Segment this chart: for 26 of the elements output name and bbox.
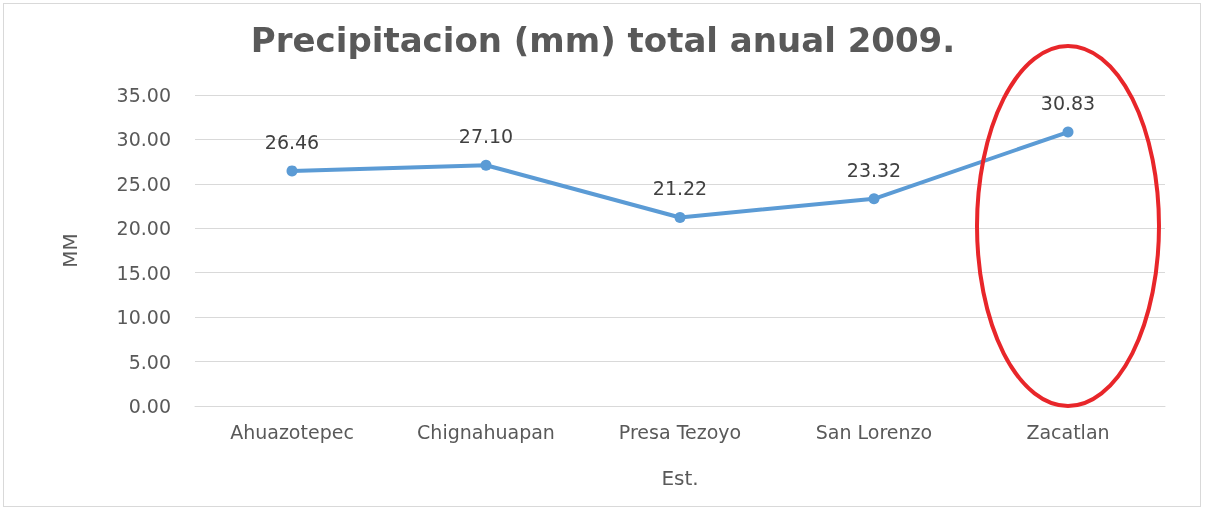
y-tick-label: 20.00 bbox=[116, 217, 171, 240]
y-tick-label: 0.00 bbox=[128, 395, 171, 417]
data-label: 21.22 bbox=[652, 177, 708, 200]
point bbox=[286, 165, 298, 177]
y-tick-label: 15.00 bbox=[116, 261, 171, 284]
data-label: 30.83 bbox=[1040, 92, 1096, 115]
data-label: 27.10 bbox=[458, 125, 514, 148]
y-axis-title: MM bbox=[58, 233, 82, 268]
y-tick-label: 30.00 bbox=[116, 128, 171, 151]
y-tick-label: 10.00 bbox=[116, 306, 171, 329]
y-tick-label: 5.00 bbox=[128, 350, 171, 373]
x-tick-label: Ahuazotepec bbox=[230, 420, 354, 443]
data-label: 23.32 bbox=[846, 158, 902, 181]
y-tick-label: 25.00 bbox=[116, 172, 171, 195]
chart-title: Precipitacion (mm) total anual 2009. bbox=[250, 20, 956, 60]
point bbox=[1062, 126, 1074, 138]
point bbox=[868, 193, 880, 205]
x-tick-label: Chignahuapan bbox=[417, 420, 555, 443]
data-label: 26.46 bbox=[264, 130, 320, 153]
x-tick-label: Presa Tezoyo bbox=[618, 420, 742, 443]
point bbox=[674, 211, 686, 223]
y-tick-label: 35.00 bbox=[116, 84, 171, 106]
x-tick-label: San Lorenzo bbox=[815, 420, 933, 443]
x-tick-label: Zacatlan bbox=[1026, 420, 1110, 443]
x-axis-title: Est. bbox=[661, 466, 699, 490]
point bbox=[480, 159, 492, 171]
